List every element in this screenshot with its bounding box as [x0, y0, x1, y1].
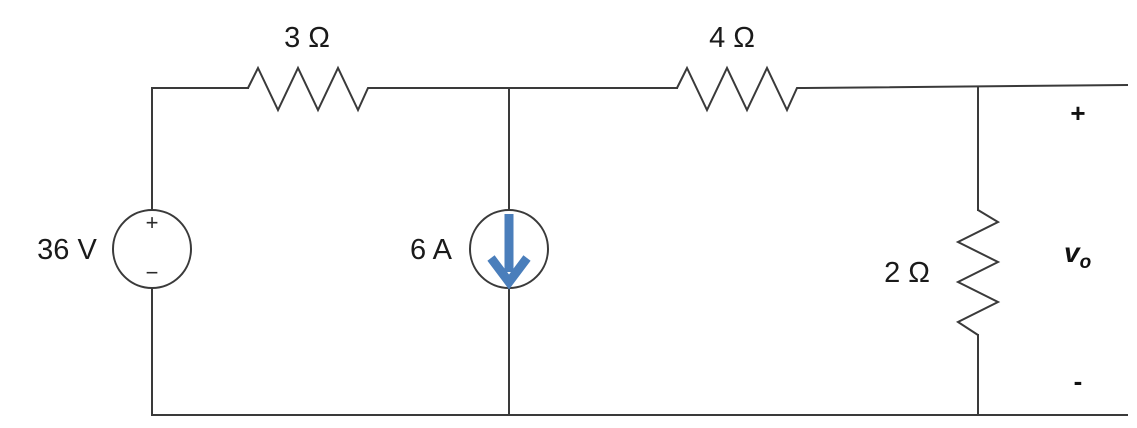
resistor-2-ohm	[955, 209, 1001, 336]
resistor-2-ohm-label: 2 Ω	[884, 257, 930, 289]
wire-top-right	[803, 83, 1129, 90]
voltage-source-circle	[112, 209, 192, 289]
output-minus-terminal: -	[1074, 366, 1083, 396]
voltage-source-label: 36 V	[37, 234, 97, 266]
resistor-4-ohm	[676, 65, 805, 113]
output-voltage-label: vo	[1064, 237, 1091, 273]
output-voltage-subscript: o	[1080, 252, 1092, 273]
output-plus-terminal: +	[1070, 98, 1085, 128]
resistor-3-ohm-label: 3 Ω	[284, 22, 330, 54]
current-source	[469, 209, 549, 290]
resistor-3-ohm	[247, 65, 375, 113]
voltage-minus-sign: −	[146, 260, 159, 285]
voltage-plus-sign: +	[146, 210, 159, 235]
wires	[151, 83, 1129, 416]
output-voltage-symbol: v	[1064, 237, 1081, 268]
current-source-label: 6 A	[410, 234, 453, 266]
resistor-4-ohm-label: 4 Ω	[709, 22, 755, 54]
arrow-down-icon	[487, 214, 531, 290]
voltage-source: + −	[112, 209, 192, 289]
